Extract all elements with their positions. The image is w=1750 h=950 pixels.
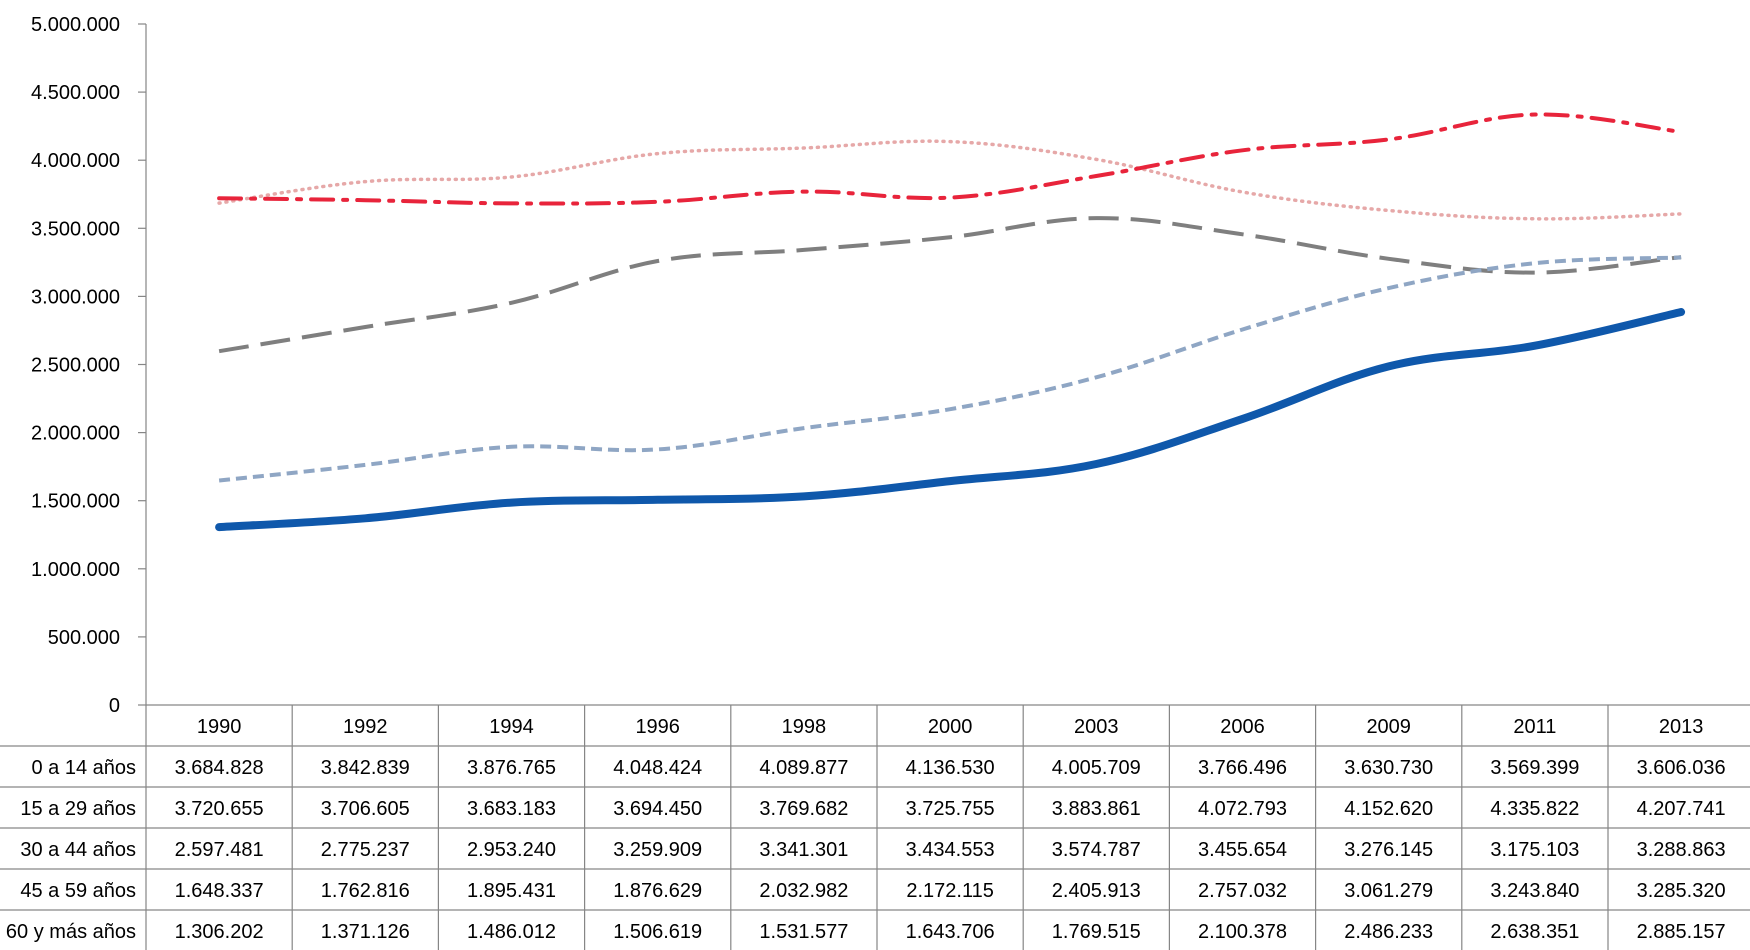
series-name: 15 a 29 años (20, 798, 136, 820)
data-label: 1.876.629 (613, 880, 702, 902)
y-tick-label: 1.500.000 (31, 491, 120, 513)
y-tick-label: 5.000.000 (31, 14, 120, 36)
data-label: 3.341.301 (759, 839, 848, 861)
data-label: 3.455.654 (1198, 839, 1287, 861)
data-label: 2.638.351 (1490, 921, 1579, 943)
data-label: 4.207.741 (1637, 798, 1726, 820)
y-tick-label: 500.000 (48, 627, 120, 649)
x-tick-label: 2000 (928, 716, 973, 738)
data-label: 2.953.240 (467, 839, 556, 861)
x-tick-label: 2006 (1220, 716, 1265, 738)
x-tick-label: 1994 (489, 716, 534, 738)
x-tick-label: 2013 (1659, 716, 1704, 738)
data-label: 4.335.822 (1490, 798, 1579, 820)
data-label: 3.883.861 (1052, 798, 1141, 820)
x-tick-label: 1992 (343, 716, 388, 738)
series-name: 45 a 59 años (20, 880, 136, 902)
x-tick-label: 2003 (1074, 716, 1119, 738)
y-tick-label: 3.500.000 (31, 218, 120, 240)
y-tick-label: 2.000.000 (31, 423, 120, 445)
data-label: 3.061.279 (1344, 880, 1433, 902)
data-label: 2.775.237 (321, 839, 410, 861)
series-line-1 (217, 112, 1684, 206)
x-tick-label: 1996 (635, 716, 680, 738)
series-line-3 (218, 255, 1682, 483)
data-label: 3.243.840 (1490, 880, 1579, 902)
series-name: 0 a 14 años (31, 757, 136, 779)
data-label: 1.648.337 (175, 880, 264, 902)
data-label: 2.405.913 (1052, 880, 1141, 902)
data-label: 3.706.605 (321, 798, 410, 820)
series-line-0 (217, 139, 1683, 221)
data-label: 3.259.909 (613, 839, 702, 861)
series-lines (215, 112, 1686, 532)
data-label: 3.766.496 (1198, 757, 1287, 779)
data-label: 3.569.399 (1490, 757, 1579, 779)
y-tick-label: 0 (109, 695, 120, 717)
data-label: 3.876.765 (467, 757, 556, 779)
y-tick-label: 4.500.000 (31, 82, 120, 104)
data-label: 3.720.655 (175, 798, 264, 820)
data-label: 3.630.730 (1344, 757, 1433, 779)
data-label: 1.769.515 (1052, 921, 1141, 943)
x-tick-label: 1998 (782, 716, 827, 738)
data-label: 4.136.530 (906, 757, 995, 779)
data-label: 2.597.481 (175, 839, 264, 861)
data-label: 1.486.012 (467, 921, 556, 943)
y-tick-label: 3.000.000 (31, 286, 120, 308)
series-line-2 (218, 216, 1682, 354)
data-label: 1.762.816 (321, 880, 410, 902)
data-label: 1.895.431 (467, 880, 556, 902)
data-label: 1.531.577 (759, 921, 848, 943)
data-label: 3.842.839 (321, 757, 410, 779)
data-label: 1.643.706 (906, 921, 995, 943)
x-tick-label: 2011 (1513, 716, 1556, 738)
y-tick-label: 4.000.000 (31, 150, 120, 172)
data-label: 3.694.450 (613, 798, 702, 820)
data-label: 2.757.032 (1198, 880, 1287, 902)
series-name: 30 a 44 años (20, 839, 136, 861)
series-line-4 (215, 308, 1686, 532)
data-label: 2.885.157 (1637, 921, 1726, 943)
data-label: 3.175.103 (1490, 839, 1579, 861)
data-label: 4.089.877 (759, 757, 848, 779)
data-label: 3.684.828 (175, 757, 264, 779)
y-tick-label: 1.000.000 (31, 559, 120, 581)
data-table: 1990 1992 1994 1996 1998 2000 2003 2006 2009 2011… (0, 704, 1750, 950)
x-tick-label: 2009 (1366, 716, 1411, 738)
data-label: 3.288.863 (1637, 839, 1726, 861)
data-label: 2.172.115 (906, 880, 994, 902)
data-label: 3.574.787 (1052, 839, 1141, 861)
data-label: 3.276.145 (1344, 839, 1433, 861)
data-label: 2.032.982 (759, 880, 848, 902)
data-label: 3.285.320 (1637, 880, 1726, 902)
data-label: 3.769.682 (759, 798, 848, 820)
data-label: 3.434.553 (906, 839, 995, 861)
series-name: 60 y más años (6, 921, 136, 943)
data-label: 4.152.620 (1344, 798, 1433, 820)
data-label: 1.306.202 (175, 921, 264, 943)
x-tick-label: 1990 (197, 716, 242, 738)
y-tick-label: 2.500.000 (31, 355, 120, 377)
data-label: 1.506.619 (613, 921, 702, 943)
data-label: 4.005.709 (1052, 757, 1141, 779)
data-label: 3.725.755 (906, 798, 995, 820)
data-label: 3.606.036 (1637, 757, 1726, 779)
data-label: 2.486.233 (1344, 921, 1433, 943)
data-label: 4.072.793 (1198, 798, 1287, 820)
data-label: 3.683.183 (467, 798, 556, 820)
data-label: 4.048.424 (613, 757, 702, 779)
y-axis: 0 500.000 1.000.000 1.500.000 2.000.000 2.500… (31, 14, 147, 717)
data-label: 2.100.378 (1198, 921, 1287, 943)
data-label: 1.371.126 (321, 921, 410, 943)
